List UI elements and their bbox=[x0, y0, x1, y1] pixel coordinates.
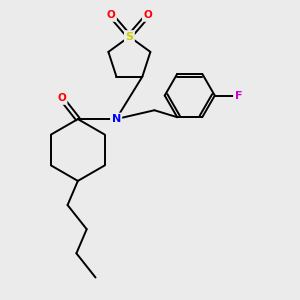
Text: O: O bbox=[57, 94, 66, 103]
Text: S: S bbox=[125, 32, 134, 42]
Text: O: O bbox=[143, 11, 152, 20]
Text: F: F bbox=[235, 91, 242, 100]
Text: N: N bbox=[112, 114, 121, 124]
Text: O: O bbox=[107, 11, 116, 20]
